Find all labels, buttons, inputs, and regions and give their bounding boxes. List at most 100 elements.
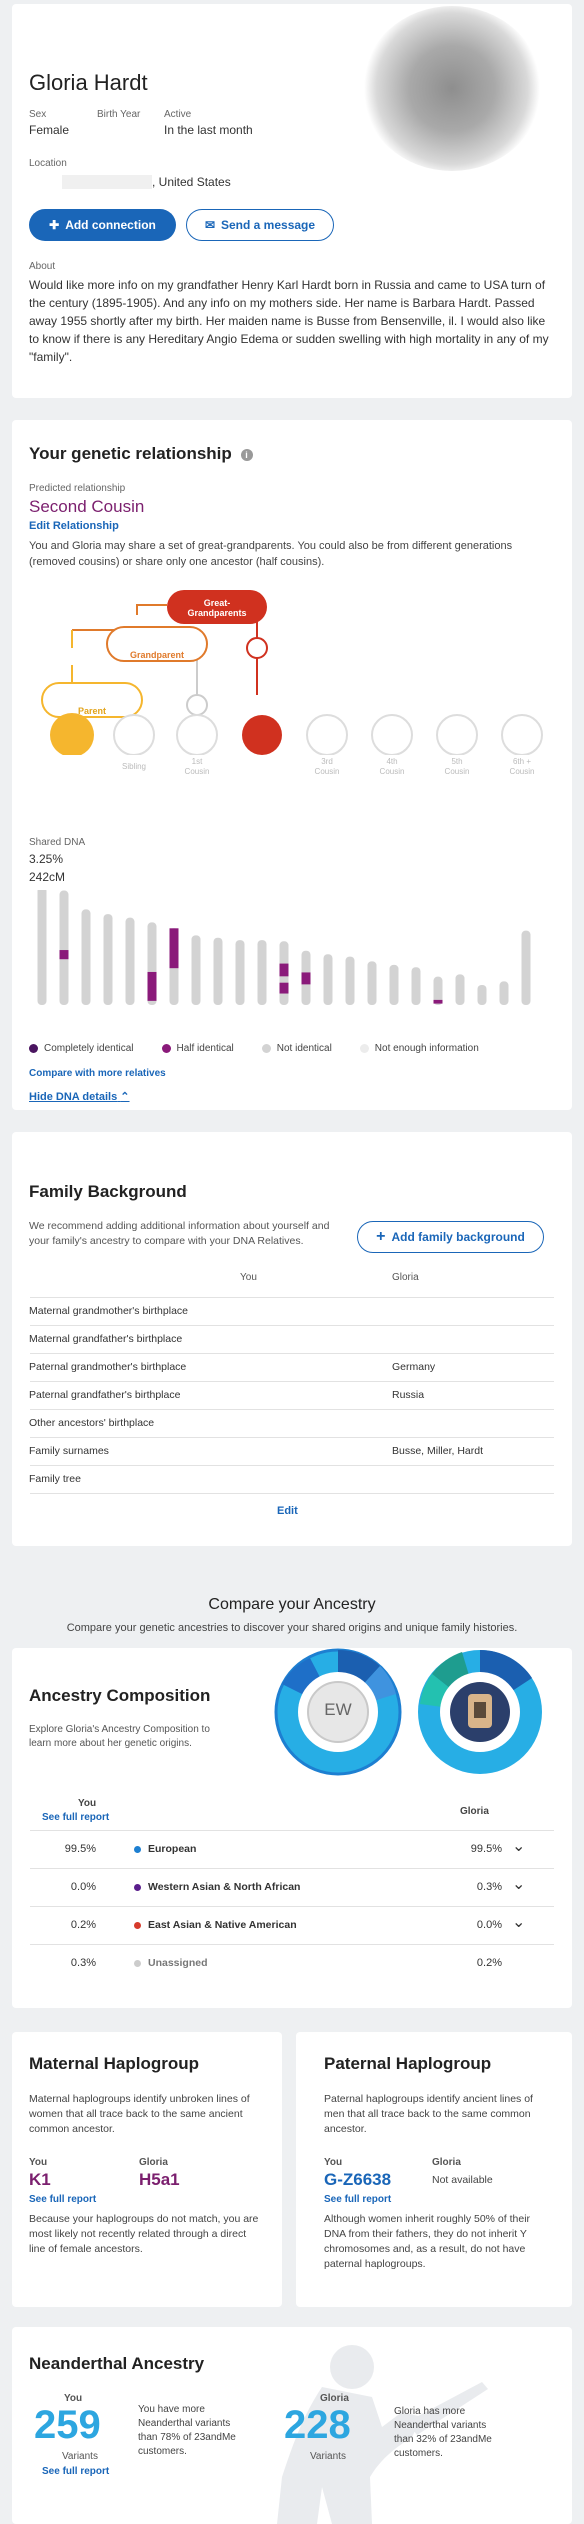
- chromosome-3: 3: [81, 909, 91, 1005]
- ancestry-col-you: You: [78, 1798, 97, 1809]
- chromosome-chart: 12345678910111213141516171819202122X: [37, 890, 531, 1005]
- sex-value: Female: [29, 123, 70, 137]
- plus-icon: +: [376, 1228, 386, 1245]
- paternal-you-label: You: [324, 2157, 343, 2168]
- chevron-down-icon[interactable]: ⌄: [512, 1876, 526, 1893]
- tree-you: You: [63, 762, 81, 772]
- chromosome-18: 18: [411, 967, 421, 1005]
- compare-more-link[interactable]: Compare with more relatives: [29, 1068, 166, 1079]
- ancestry-col-gloria: Gloria: [460, 1806, 489, 1817]
- location-redacted: [62, 175, 152, 189]
- ancestry-row-gloria: 0.3%: [476, 1881, 502, 1893]
- about-text: Would like more info on my grandfather H…: [29, 278, 549, 364]
- chromosome-1: 1: [37, 890, 47, 1005]
- shared-segment: [279, 982, 289, 994]
- family-recommend: We recommend adding additional informati…: [29, 1220, 330, 1247]
- ancestry-row-divider: [30, 1868, 554, 1869]
- maternal-see-full-report[interactable]: See full report: [29, 2194, 97, 2205]
- sex-label: Sex: [29, 109, 47, 120]
- chevron-up-icon: ⌃: [120, 1091, 130, 1103]
- paternal-description: Paternal haplogroups identify ancient li…: [324, 2093, 533, 2135]
- chromosome-20: 20: [455, 974, 465, 1005]
- chromosome-bar: [367, 961, 377, 1005]
- chromosome-22: 22: [499, 981, 509, 1005]
- shared-segment: [147, 971, 157, 1001]
- location-label: Location: [29, 158, 67, 169]
- chromosome-17: 17: [389, 964, 399, 1005]
- family-row-label: Paternal grandfather's birthplace: [29, 1389, 181, 1401]
- chromosome-10: 10: [235, 940, 245, 1005]
- chromosome-X: X: [521, 930, 531, 1005]
- ancestry-row-gloria: 0.2%: [476, 1957, 502, 1969]
- family-row-label: Maternal grandmother's birthplace: [29, 1305, 189, 1317]
- family-row-label: Family tree: [29, 1473, 81, 1485]
- add-connection-button[interactable]: ✚ Add connection: [29, 209, 176, 241]
- ancestry-row-divider: [30, 1944, 554, 1945]
- chevron-down-icon[interactable]: ⌄: [512, 1914, 526, 1931]
- chevron-down-icon[interactable]: ⌄: [512, 1838, 526, 1855]
- ancestry-donut-gloria: [418, 1649, 542, 1774]
- chromosome-bar: [257, 940, 267, 1005]
- ancestry-row-divider: [30, 1830, 554, 1831]
- ancestry-title: Ancestry Composition: [29, 1686, 211, 1705]
- neanderthal-see-full-report[interactable]: See full report: [42, 2466, 110, 2477]
- family-edit-link[interactable]: Edit: [277, 1505, 298, 1517]
- paternal-see-full-report[interactable]: See full report: [324, 2194, 392, 2205]
- chromosome-13: 13: [301, 950, 311, 1005]
- family-row-divider: [30, 1465, 554, 1466]
- maternal-description: Maternal haplogroups identify unbroken l…: [29, 2093, 250, 2135]
- send-message-button[interactable]: ✉ Send a message: [186, 209, 334, 241]
- family-row-divider: [30, 1353, 554, 1354]
- family-row-label: Other ancestors' birthplace: [29, 1417, 155, 1429]
- shared-dna-percent: 3.25%: [29, 852, 64, 866]
- add-family-background-button[interactable]: + Add family background: [357, 1221, 544, 1253]
- neanderthal-you-label: You: [64, 2393, 83, 2404]
- compare-subtitle: Compare your genetic ancestries to disco…: [66, 1622, 518, 1634]
- chromosome-16: 16: [367, 961, 377, 1005]
- relationship-tree: [41, 590, 543, 755]
- neanderthal-gloria-label: Gloria: [320, 2393, 349, 2404]
- tree-sibling: Sibling: [121, 762, 146, 771]
- hide-dna-details-link[interactable]: Hide DNA details ⌃: [29, 1091, 130, 1103]
- shared-dna-cm: 242cM: [29, 870, 66, 884]
- ancestry-row-divider: [30, 1906, 554, 1907]
- tree-second-cousin: 2nd Cousin: [248, 757, 276, 776]
- ancestry-swatch: [134, 1846, 141, 1853]
- profile-card: Gloria Hardt Sex Female Birth Year Activ…: [12, 4, 572, 398]
- legend-not-swatch: [261, 1043, 271, 1053]
- ancestry-description: Explore Gloria's Ancestry Composition to…: [29, 1724, 210, 1749]
- tree-sixth-cousin: 6th + Cousin: [509, 757, 535, 776]
- paternal-gloria-label: Gloria: [432, 2157, 461, 2168]
- info-icon[interactable]: i: [240, 448, 253, 461]
- ancestry-row-gloria: 0.0%: [476, 1919, 502, 1931]
- ancestry-row-you: 0.3%: [70, 1957, 96, 1969]
- ancestry-row-you: 99.5%: [64, 1843, 96, 1855]
- ancestry-row-label[interactable]: East Asian & Native American: [148, 1919, 297, 1931]
- chromosome-12: 12: [279, 941, 289, 1005]
- about-label: About: [29, 261, 56, 272]
- family-row-divider: [30, 1493, 554, 1494]
- ancestry-swatch: [134, 1960, 141, 1967]
- ancestry-row-label[interactable]: European: [148, 1843, 197, 1855]
- edit-relationship-link[interactable]: Edit Relationship: [29, 520, 119, 532]
- paternal-gloria-value: Not available: [432, 2174, 493, 2186]
- tree-grandparent: Grandparent: [129, 650, 184, 660]
- chromosome-bar: [455, 974, 465, 1005]
- neanderthal-gloria-variants: Variants: [310, 2451, 346, 2462]
- ancestry-see-full-report[interactable]: See full report: [42, 1812, 110, 1823]
- relationship-description: You and Gloria may share a set of great-…: [29, 540, 513, 568]
- ancestry-row-gloria: 99.5%: [470, 1843, 502, 1855]
- shared-dna-label: Shared DNA: [29, 837, 86, 848]
- neanderthal-title: Neanderthal Ancestry: [29, 2354, 205, 2373]
- chromosome-9: 9: [213, 937, 223, 1005]
- chromosome-8: 8: [191, 935, 201, 1005]
- chromosome-bar: [477, 984, 487, 1005]
- ancestry-swatch: [134, 1922, 141, 1929]
- chromosome-bar: [103, 914, 113, 1005]
- family-row-divider: [30, 1325, 554, 1326]
- maternal-gloria-value: H5a1: [139, 2170, 180, 2189]
- chromosome-5: 5: [125, 917, 135, 1005]
- chromosome-bar: [125, 917, 135, 1005]
- ancestry-row-label[interactable]: Western Asian & North African: [148, 1881, 301, 1893]
- ancestry-row-label[interactable]: Unassigned: [148, 1957, 208, 1969]
